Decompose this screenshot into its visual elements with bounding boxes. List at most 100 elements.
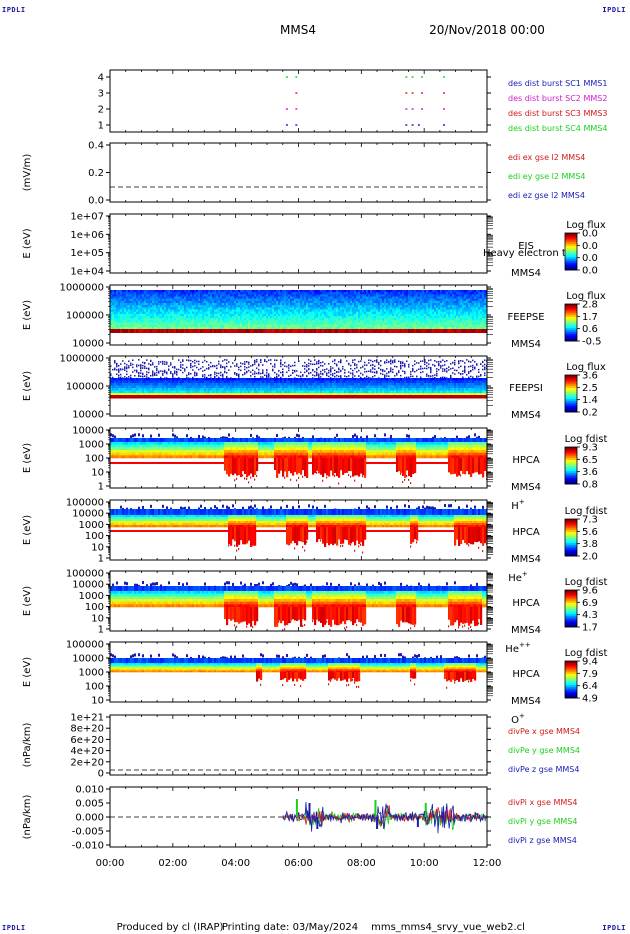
heatmap-cell — [218, 298, 221, 302]
heatmap-cell — [230, 365, 232, 368]
heatmap-cell — [174, 322, 177, 325]
heatmap-cell — [200, 316, 203, 319]
heatmap-cell — [176, 318, 179, 321]
heatmap-cell — [220, 316, 223, 319]
heatmap-cell — [332, 303, 335, 306]
heatmap-cell — [418, 318, 421, 321]
heatmap-cell — [158, 390, 161, 394]
heatmap-cell — [236, 309, 239, 312]
heatmap-cell — [230, 307, 233, 310]
heatmap-cell — [178, 309, 181, 312]
heatmap-cell — [320, 313, 323, 317]
heatmap-cell — [150, 326, 153, 330]
heatmap-cell — [156, 378, 159, 381]
heatmap-cell — [412, 313, 415, 317]
heatmap-cell — [400, 294, 403, 297]
heatmap-cell — [152, 316, 155, 319]
heatmap-cell — [210, 377, 212, 379]
heatmap-cell — [140, 303, 143, 306]
heatmap-cell — [280, 309, 283, 312]
heatmap-cell — [214, 383, 217, 386]
heatmap-cell — [426, 307, 429, 310]
heatmap-cell — [432, 324, 435, 328]
heatmap-cell — [280, 303, 283, 306]
heatmap-cell — [266, 294, 269, 297]
heatmap-cell — [164, 300, 167, 304]
heatmap-cell — [152, 313, 155, 317]
heatmap-cell — [482, 320, 485, 323]
heatmap-cell — [174, 393, 177, 395]
heatmap-cell — [246, 313, 249, 317]
heatmap-cell — [188, 311, 191, 315]
heatmap-cell — [286, 316, 289, 319]
eis-colorbar-cell — [565, 268, 577, 271]
heatmap-cell — [222, 290, 225, 293]
heatmap-cell — [116, 318, 119, 321]
heatmap-cell — [176, 383, 179, 386]
heatmap-cell — [382, 324, 385, 328]
heatmap-cell — [422, 329, 425, 333]
heatmap-cell — [268, 326, 271, 330]
heatmap-cell — [148, 311, 151, 315]
heatmap-cell — [220, 307, 223, 310]
heatmap-cell — [166, 377, 168, 379]
heatmap-cell — [298, 307, 301, 310]
heatmap-cell — [440, 324, 443, 328]
heatmap-cell — [266, 313, 269, 317]
heatmap-cell — [474, 290, 477, 293]
heatmap-cell — [318, 311, 321, 315]
heatmap-cell — [274, 322, 277, 325]
heatmap-cell — [234, 309, 237, 312]
heatmap-cell — [178, 383, 181, 386]
heatmap-cell — [116, 365, 118, 368]
heatmap-cell — [244, 292, 247, 295]
heatmap-cell — [416, 324, 419, 328]
heatmap-cell — [162, 307, 165, 310]
heatmap-cell — [472, 324, 475, 328]
heatmap-cell — [472, 307, 475, 310]
heatmap-cell — [152, 395, 155, 399]
heatmap-cell — [112, 309, 115, 312]
heatmap-cell — [136, 294, 139, 297]
heatmap-cell — [112, 298, 115, 302]
heatmap-cell — [236, 292, 239, 295]
heatmap-cell — [192, 313, 195, 317]
heatmap-cell — [222, 360, 224, 362]
heatmap-cell — [412, 290, 415, 293]
heatmap-cell — [248, 320, 251, 323]
heatmap-cell — [116, 320, 119, 323]
heatmap-cell — [180, 366, 182, 369]
heatmap-cell — [370, 298, 373, 302]
heatmap-cell — [136, 378, 139, 381]
heatmap-cell — [188, 300, 191, 304]
heatmap-cell — [310, 300, 313, 304]
heatmap-cell — [206, 395, 209, 399]
heatmap-cell — [400, 322, 403, 325]
heatmap-cell — [444, 296, 447, 299]
heatmap-cell — [176, 311, 179, 315]
heatmap-cell — [162, 298, 165, 302]
heatmap-cell — [128, 365, 130, 367]
heatmap-cell — [194, 362, 196, 364]
heatmap-cell — [366, 313, 369, 317]
heatmap-cell — [184, 380, 187, 384]
heatmap-cell — [160, 316, 163, 319]
heatmap-cell — [482, 311, 485, 315]
heatmap-cell — [406, 311, 409, 315]
heatmap-cell — [156, 395, 159, 399]
heatmap-cell — [154, 322, 157, 325]
heatmap-cell — [462, 303, 465, 306]
heatmap-cell — [368, 303, 371, 306]
heatmap-cell — [396, 320, 399, 323]
heatmap-cell — [250, 375, 252, 377]
heatmap-cell — [414, 296, 417, 299]
heatmap-cell — [226, 380, 229, 384]
heatmap-cell — [346, 307, 349, 310]
heatmap-cell — [188, 316, 191, 319]
heatmap-cell — [386, 326, 389, 330]
heatmap-cell — [272, 292, 275, 295]
heatmap-cell — [118, 309, 121, 312]
burst-mark — [411, 108, 414, 110]
heatmap-cell — [144, 318, 147, 321]
heatmap-cell — [148, 322, 151, 325]
